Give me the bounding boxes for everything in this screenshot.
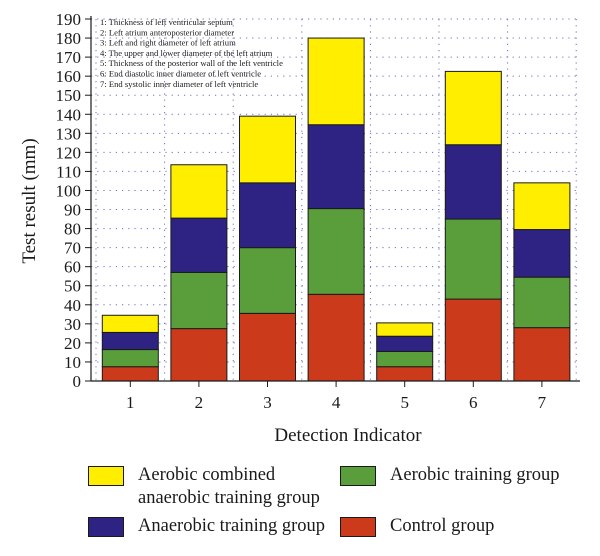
legend-label-control: Control group — [390, 516, 495, 536]
y-tick-label-4: 40 — [64, 296, 81, 315]
y-tick-label-19: 190 — [56, 10, 82, 29]
bar-segment-7-1 — [513, 327, 571, 382]
legend-label-aerobic: Aerobic training group — [390, 465, 560, 485]
x-tick-label-3: 3 — [263, 393, 272, 412]
y-tick-label-6: 60 — [64, 258, 81, 277]
legend-item-aerobic: Aerobic training group — [340, 464, 560, 487]
axes: 0102030405060708090100110120130140150160… — [56, 10, 580, 412]
bars — [101, 37, 571, 382]
y-tick-label-10: 100 — [56, 181, 82, 200]
x-tick-label-1: 1 — [126, 393, 135, 412]
y-tick-label-1: 10 — [64, 353, 81, 372]
x-axis-title: Detection Indicator — [274, 425, 422, 446]
y-tick-label-9: 90 — [64, 201, 81, 220]
legend-label-combined-line1: Aerobic combined — [138, 465, 276, 485]
bar-segment-1-3 — [101, 331, 159, 351]
bar-segment-6-2 — [444, 218, 502, 300]
bar-segment-3-2 — [239, 247, 296, 314]
y-tick-label-14: 140 — [56, 105, 82, 124]
legend: Aerobic combined anaerobic training grou… — [88, 458, 588, 552]
y-tick-label-16: 160 — [56, 67, 82, 86]
y-tick-label-0: 0 — [73, 372, 82, 391]
bar-segment-4-1 — [307, 293, 365, 382]
note-5: 5: Thickness of the posterior wall of th… — [100, 58, 283, 68]
legend-swatch-combined — [88, 466, 124, 486]
bar-segment-5-1 — [376, 366, 434, 382]
bar-segment-5-4 — [376, 322, 434, 337]
note-6: 6: End diastolic inner diameter of left … — [100, 69, 261, 79]
bar-segment-2-1 — [170, 328, 228, 382]
note-7: 7: End systolic inner diameter of left v… — [100, 79, 258, 89]
legend-label-anaerobic: Anaerobic training group — [138, 516, 325, 536]
legend-item-control: Control group — [340, 515, 494, 538]
y-tick-label-7: 70 — [64, 239, 81, 258]
legend-label-combined: Aerobic combined anaerobic training grou… — [138, 464, 320, 510]
note-2: 2: Left atrium anteroposterior diameter — [100, 27, 234, 37]
bar-segment-5-3 — [376, 335, 434, 352]
bar-segment-6-1 — [444, 298, 502, 382]
y-tick-label-8: 80 — [64, 220, 81, 239]
x-tick-label-5: 5 — [400, 393, 409, 412]
legend-label-combined-line2: anaerobic training group — [138, 488, 320, 508]
bar-segment-3-4 — [239, 115, 296, 184]
bar-segment-1-1 — [101, 366, 159, 382]
bar-segment-5-2 — [376, 350, 434, 368]
note-1: 1: Thickness of left ventricular septum — [100, 17, 233, 27]
bar-segment-2-3 — [170, 217, 228, 273]
bar-segment-6-3 — [444, 144, 502, 220]
y-tick-label-12: 120 — [56, 143, 82, 162]
note-4: 4: The upper and lower diameter of the l… — [100, 48, 273, 58]
x-tick-label-2: 2 — [195, 393, 204, 412]
bar-segment-2-2 — [170, 271, 228, 330]
legend-item-combined: Aerobic combined anaerobic training grou… — [88, 464, 320, 510]
y-tick-label-13: 130 — [56, 124, 82, 143]
y-tick-label-15: 150 — [56, 86, 82, 105]
bar-segment-7-3 — [513, 229, 571, 278]
bar-segment-1-4 — [101, 314, 159, 333]
x-tick-label-4: 4 — [332, 393, 341, 412]
legend-swatch-control — [340, 517, 376, 537]
bar-segment-1-2 — [101, 349, 159, 368]
y-tick-label-5: 50 — [64, 277, 81, 296]
bar-segment-3-3 — [239, 182, 296, 249]
y-tick-label-18: 180 — [56, 29, 82, 48]
note-3: 3: Left and right diameter of left atriu… — [100, 38, 236, 48]
y-tick-label-3: 30 — [64, 315, 81, 334]
bar-segment-7-4 — [513, 182, 571, 231]
y-tick-label-17: 170 — [56, 48, 82, 67]
indicator-notes: 1: Thickness of left ventricular septum2… — [100, 17, 283, 89]
y-tick-label-2: 20 — [64, 334, 81, 353]
bar-segment-4-4 — [307, 37, 365, 126]
x-tick-label-6: 6 — [469, 393, 478, 412]
bar-segment-7-2 — [513, 276, 571, 329]
legend-swatch-aerobic — [340, 466, 376, 486]
x-tick-label-7: 7 — [538, 393, 547, 412]
y-axis-title: Test result (mm) — [19, 138, 40, 263]
y-tick-label-11: 110 — [56, 162, 81, 181]
bar-segment-3-1 — [239, 312, 296, 382]
bar-segment-6-4 — [444, 70, 502, 146]
legend-item-anaerobic: Anaerobic training group — [88, 515, 325, 538]
bar-segment-4-2 — [307, 208, 365, 295]
legend-swatch-anaerobic — [88, 517, 124, 537]
bar-segment-2-4 — [170, 164, 228, 219]
bar-segment-4-3 — [307, 124, 365, 210]
